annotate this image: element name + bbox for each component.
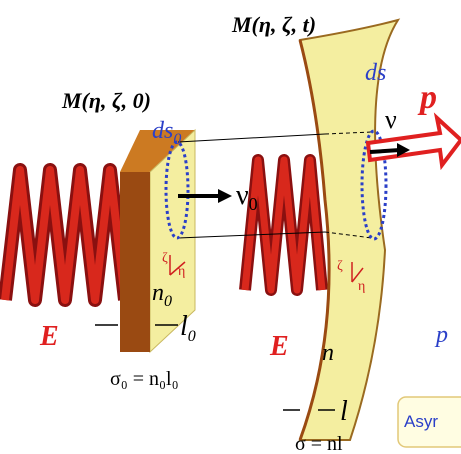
line <box>178 134 325 142</box>
slab-front <box>120 172 150 352</box>
label: ds0 <box>152 118 181 148</box>
wave-left <box>5 170 125 300</box>
label: M(η, ζ, t) <box>231 12 316 37</box>
label: l <box>340 396 348 427</box>
label: ζ <box>337 259 343 274</box>
label: 0 <box>249 194 258 214</box>
label: σ = nl <box>295 433 343 454</box>
label: 0 <box>164 293 172 310</box>
label: 0 <box>173 131 181 148</box>
box-text: Asyr <box>404 412 438 431</box>
label: η <box>178 264 185 279</box>
label: E <box>269 331 289 362</box>
arrow-head <box>218 189 232 203</box>
label: M(η, ζ, 0) <box>61 88 151 113</box>
label: ζ <box>162 251 168 266</box>
label: ν <box>236 180 249 211</box>
label: η <box>358 279 365 294</box>
label: ds <box>152 118 173 144</box>
label: ds <box>365 60 386 86</box>
label: E <box>39 321 59 352</box>
label: p <box>434 322 448 348</box>
diagram: M(η, ζ, 0) M(η, ζ, t) ds0 ds ν0 ν p E E … <box>0 0 461 454</box>
arrow <box>370 150 400 152</box>
wave-right <box>245 160 322 290</box>
label: n <box>322 340 334 366</box>
label: ν <box>385 105 397 134</box>
label: p <box>417 79 437 116</box>
label: n <box>152 280 164 306</box>
label: M(η, ζ, t) <box>231 12 316 37</box>
big-arrow <box>368 118 461 165</box>
label: M(η, ζ, 0) <box>61 88 151 113</box>
label: 0 <box>188 328 196 345</box>
label: σ₀ = n₀l₀ <box>110 368 179 390</box>
